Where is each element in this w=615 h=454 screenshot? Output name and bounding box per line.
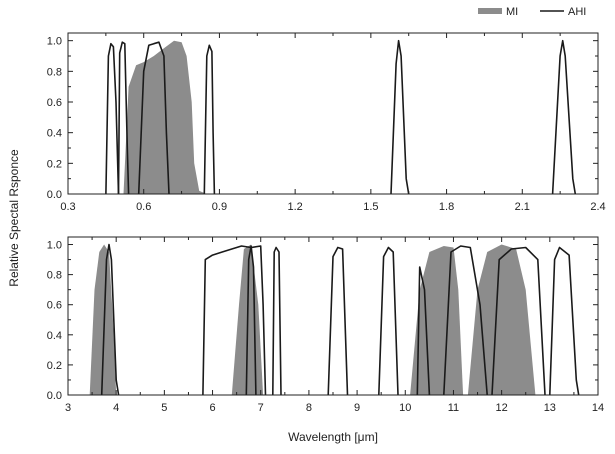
top-y-tick-label: 1.0	[47, 36, 62, 48]
bottom-y-tick-label: 0.8	[47, 270, 62, 282]
bottom-y-tick-label: 1.0	[47, 240, 62, 252]
x-axis-label: Wavelength [μm]	[288, 430, 378, 444]
bottom-x-tick-label: 6	[209, 402, 215, 414]
panel-bottom: 3 4 5 6 7 8 9 10 11 12 13 14 0.0 0.2 0.4 0.6 0.8 1.0	[47, 236, 604, 414]
top-ahi-band-0	[105, 42, 120, 195]
bottom-x-tick-label: 5	[161, 402, 167, 414]
top-y-tick-label: 0.0	[47, 189, 62, 201]
top-ahi-band-5	[551, 39, 577, 195]
bottom-y-tick-label: 0.4	[47, 330, 62, 342]
bottom-x-tick-label: 7	[258, 402, 264, 414]
bottom-mi-band-3	[467, 244, 536, 395]
top-x-tick-label: 0.6	[136, 201, 151, 213]
bottom-y-tick-label: 0.0	[47, 390, 62, 402]
bottom-ahi-band-9	[549, 246, 580, 396]
bottom-ahi-band-0	[100, 243, 120, 396]
bottom-x-tick-label: 9	[354, 402, 360, 414]
top-x-tick-label: 1.8	[439, 201, 454, 213]
legend: MI AHI	[478, 6, 586, 18]
top-ahi-band-1	[117, 41, 130, 195]
bottom-ahi-band-8	[491, 246, 546, 396]
top-ahi-band-3	[203, 44, 216, 195]
top-ahi-band-2	[137, 41, 170, 195]
top-x-tick-label: 1.5	[363, 201, 378, 213]
bottom-ahi-band-2	[245, 245, 257, 396]
legend-ahi-label: AHI	[568, 6, 586, 18]
bottom-x-tick-label: 4	[113, 402, 119, 414]
bottom-x-tick-label: 14	[592, 402, 604, 414]
bottom-mi-band-0	[89, 244, 117, 395]
bottom-ahi-band-3	[272, 246, 282, 396]
bottom-ahi-band-1	[202, 245, 267, 396]
bottom-x-tick-label: 10	[399, 402, 411, 414]
top-ahi-band-4	[390, 39, 410, 195]
top-x-tick-label: 1.2	[287, 201, 302, 213]
top-x-tick-label: 0.3	[60, 201, 75, 213]
bottom-ahi-band-5	[378, 246, 399, 396]
legend-mi-label: MI	[506, 6, 518, 18]
y-axis-label: Relative Spectal Rsponce	[7, 149, 21, 287]
bottom-y-tick-label: 0.6	[47, 300, 62, 312]
top-x-tick-label: 2.4	[590, 201, 605, 213]
bottom-y-tick-label: 0.2	[47, 360, 62, 372]
top-x-tick-label: 0.9	[212, 201, 227, 213]
top-y-tick-label: 0.6	[47, 97, 62, 109]
bottom-x-tick-label: 12	[496, 402, 508, 414]
bottom-x-tick-label: 3	[65, 402, 71, 414]
panel-top: 0.3 0.6 0.9 1.2 1.5 1.8 2.1 2.4 0.0 0.2 0.4 0.6 0.8 1…	[47, 32, 606, 213]
bottom-x-tick-label: 13	[544, 402, 556, 414]
bottom-ahi-band-6	[416, 266, 431, 396]
bottom-ahi-band-4	[327, 246, 349, 396]
bottom-x-tick-label: 8	[306, 402, 312, 414]
top-y-tick-label: 0.8	[47, 66, 62, 78]
top-y-tick-label: 0.2	[47, 158, 62, 170]
bottom-x-tick-label: 11	[448, 402, 459, 414]
top-y-tick-label: 0.4	[47, 128, 62, 140]
bottom-ahi-band-7	[443, 245, 488, 396]
top-x-tick-label: 2.1	[515, 201, 530, 213]
